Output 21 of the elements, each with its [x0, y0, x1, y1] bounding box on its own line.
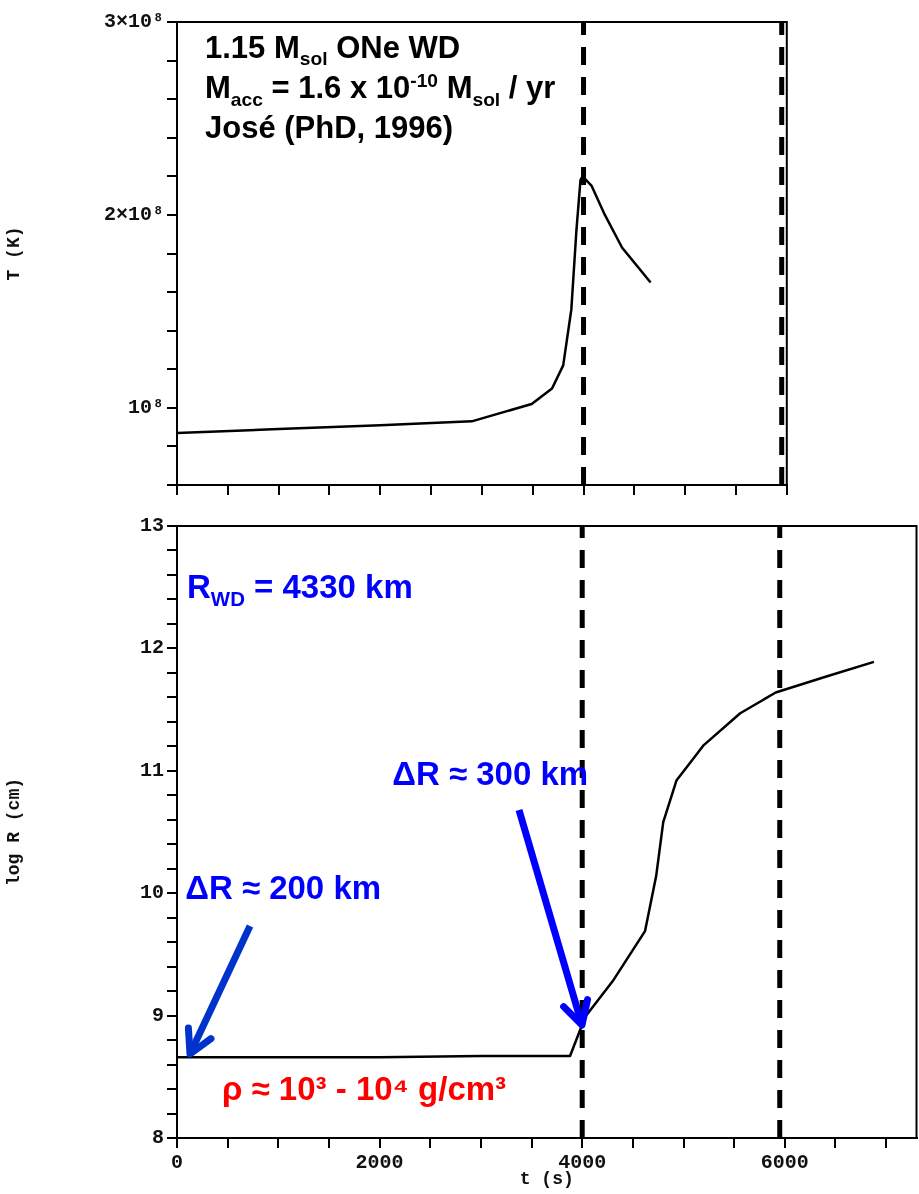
y-axis-title: log R (cm)	[4, 777, 25, 887]
x-tick-label: 6000	[760, 1151, 809, 1175]
y-tick-label: 3×10⁸	[103, 10, 164, 34]
annotation: ΔR ≈ 300 km	[392, 755, 589, 794]
y-tick-label: 10	[139, 881, 164, 905]
y-tick-label: 11	[139, 758, 164, 782]
y-tick-label: 2×10⁸	[103, 202, 164, 226]
y-tick-label: 13	[139, 514, 164, 538]
y-tick-label: 10⁸	[127, 395, 164, 419]
annotation: José (PhD, 1996)	[205, 110, 454, 146]
annotation: ρ ≈ 10³ - 10⁴ g/cm³	[222, 1070, 507, 1108]
y-tick-label: 9	[151, 1003, 164, 1027]
y-tick-label: 12	[139, 636, 164, 660]
y-axis-title: T (K)	[4, 226, 25, 281]
annotation: R$_{WD}$ = 4330 km	[187, 568, 413, 611]
annotation: ΔR ≈ 200 km	[185, 869, 382, 908]
annotation: M$_{acc}$ = 1.6 x 10$^{-10}$ M$_{sol}$ / yr	[205, 70, 556, 111]
x-tick-label: 2000	[355, 1151, 404, 1175]
annotation: 1.15 M$_{sol}$ ONe WD	[205, 30, 461, 71]
x-tick-label: 0	[170, 1151, 184, 1175]
y-tick-label: 8	[151, 1126, 164, 1150]
